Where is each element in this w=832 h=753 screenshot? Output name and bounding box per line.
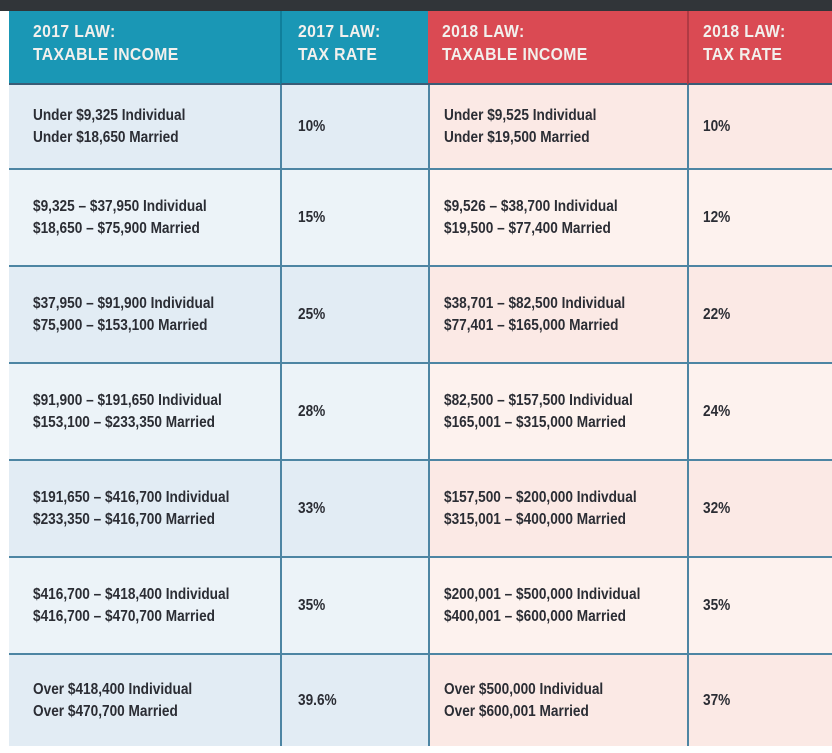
tax-rate-value: 15% bbox=[298, 208, 326, 226]
tax-rate-value: 37% bbox=[703, 691, 731, 709]
income-line-married: $165,001 – $315,000 Married bbox=[444, 413, 627, 431]
cell-2017-tax-rate: 28% bbox=[280, 362, 428, 459]
header-2017-taxable-income: 2017 LAW: TAXABLE INCOME bbox=[9, 11, 280, 85]
header-law-label: 2018 LAW: bbox=[442, 21, 525, 41]
income-line-married: $233,350 – $416,700 Married bbox=[33, 510, 216, 528]
cell-2018-taxable-income: $38,701 – $82,500 Individual $77,401 – $… bbox=[428, 265, 687, 362]
income-line-individual: Over $500,000 Individual bbox=[444, 680, 604, 698]
income-line-married: $315,001 – $400,000 Married bbox=[444, 510, 627, 528]
cell-2017-taxable-income: $191,650 – $416,700 Individual $233,350 … bbox=[9, 459, 280, 556]
table-row: $416,700 – $418,400 Individual $416,700 … bbox=[9, 556, 832, 653]
tax-comparison-table: 2017 LAW: TAXABLE INCOME 2017 LAW: TAX R… bbox=[9, 11, 832, 746]
tax-rate-value: 10% bbox=[703, 117, 731, 135]
tax-rate-value: 39.6% bbox=[298, 691, 337, 709]
header-column-label: TAX RATE bbox=[298, 44, 378, 64]
cell-2018-tax-rate: 35% bbox=[687, 556, 832, 653]
tax-rate-value: 35% bbox=[298, 596, 326, 614]
header-2017-tax-rate: 2017 LAW: TAX RATE bbox=[280, 11, 428, 85]
header-column-label: TAXABLE INCOME bbox=[442, 44, 588, 64]
cell-2017-taxable-income: $37,950 – $91,900 Individual $75,900 – $… bbox=[9, 265, 280, 362]
cell-2017-tax-rate: 39.6% bbox=[280, 653, 428, 746]
income-line-individual: $416,700 – $418,400 Individual bbox=[33, 585, 230, 603]
table-row: Under $9,325 Individual Under $18,650 Ma… bbox=[9, 85, 832, 168]
cell-2017-taxable-income: $416,700 – $418,400 Individual $416,700 … bbox=[9, 556, 280, 653]
header-column-label: TAXABLE INCOME bbox=[33, 44, 179, 64]
income-line-individual: Over $418,400 Individual bbox=[33, 680, 193, 698]
cell-2017-taxable-income: $91,900 – $191,650 Individual $153,100 –… bbox=[9, 362, 280, 459]
table-row: $37,950 – $91,900 Individual $75,900 – $… bbox=[9, 265, 832, 362]
table-row: $9,325 – $37,950 Individual $18,650 – $7… bbox=[9, 168, 832, 265]
income-line-married: Under $19,500 Married bbox=[444, 128, 590, 146]
table-body: Under $9,325 Individual Under $18,650 Ma… bbox=[9, 85, 832, 746]
tax-rate-value: 10% bbox=[298, 117, 326, 135]
header-law-label: 2017 LAW: bbox=[33, 21, 116, 41]
tax-rate-value: 35% bbox=[703, 596, 731, 614]
income-line-individual: Under $9,525 Individual bbox=[444, 106, 597, 124]
tax-rate-value: 25% bbox=[298, 305, 326, 323]
income-line-individual: $191,650 – $416,700 Individual bbox=[33, 488, 230, 506]
top-black-bar bbox=[0, 0, 832, 11]
income-line-individual: $82,500 – $157,500 Individual bbox=[444, 391, 633, 409]
income-line-individual: $157,500 – $200,000 Indivdual bbox=[444, 488, 637, 506]
income-line-individual: $37,950 – $91,900 Individual bbox=[33, 294, 215, 312]
header-law-label: 2017 LAW: bbox=[298, 21, 381, 41]
income-line-individual: $9,526 – $38,700 Individual bbox=[444, 197, 618, 215]
cell-2017-tax-rate: 25% bbox=[280, 265, 428, 362]
tax-rate-value: 33% bbox=[298, 499, 326, 517]
header-2018-taxable-income: 2018 LAW: TAXABLE INCOME bbox=[428, 11, 687, 85]
income-line-married: $416,700 – $470,700 Married bbox=[33, 607, 216, 625]
cell-2018-taxable-income: Under $9,525 Individual Under $19,500 Ma… bbox=[428, 85, 687, 168]
header-column-label: TAX RATE bbox=[703, 44, 783, 64]
cell-2017-tax-rate: 35% bbox=[280, 556, 428, 653]
income-line-individual: $9,325 – $37,950 Individual bbox=[33, 197, 207, 215]
cell-2018-tax-rate: 24% bbox=[687, 362, 832, 459]
income-line-married: $153,100 – $233,350 Married bbox=[33, 413, 216, 431]
income-line-individual: $91,900 – $191,650 Individual bbox=[33, 391, 222, 409]
cell-2018-taxable-income: $9,526 – $38,700 Individual $19,500 – $7… bbox=[428, 168, 687, 265]
tax-rate-value: 28% bbox=[298, 402, 326, 420]
cell-2018-taxable-income: $157,500 – $200,000 Indivdual $315,001 –… bbox=[428, 459, 687, 556]
income-line-married: Over $470,700 Married bbox=[33, 702, 178, 720]
cell-2017-taxable-income: $9,325 – $37,950 Individual $18,650 – $7… bbox=[9, 168, 280, 265]
header-law-label: 2018 LAW: bbox=[703, 21, 786, 41]
table-header-row: 2017 LAW: TAXABLE INCOME 2017 LAW: TAX R… bbox=[9, 11, 832, 85]
cell-2017-tax-rate: 33% bbox=[280, 459, 428, 556]
cell-2018-tax-rate: 12% bbox=[687, 168, 832, 265]
cell-2017-tax-rate: 10% bbox=[280, 85, 428, 168]
income-line-married: $18,650 – $75,900 Married bbox=[33, 219, 200, 237]
income-line-married: Over $600,001 Married bbox=[444, 702, 589, 720]
cell-2018-tax-rate: 10% bbox=[687, 85, 832, 168]
cell-2017-tax-rate: 15% bbox=[280, 168, 428, 265]
income-line-individual: $38,701 – $82,500 Individual bbox=[444, 294, 626, 312]
table-row: $191,650 – $416,700 Individual $233,350 … bbox=[9, 459, 832, 556]
cell-2017-taxable-income: Under $9,325 Individual Under $18,650 Ma… bbox=[9, 85, 280, 168]
table-row: Over $418,400 Individual Over $470,700 M… bbox=[9, 653, 832, 746]
income-line-married: $75,900 – $153,100 Married bbox=[33, 316, 208, 334]
income-line-married: Under $18,650 Married bbox=[33, 128, 179, 146]
tax-rate-value: 24% bbox=[703, 402, 731, 420]
income-line-individual: Under $9,325 Individual bbox=[33, 106, 186, 124]
cell-2018-taxable-income: $200,001 – $500,000 Individual $400,001 … bbox=[428, 556, 687, 653]
table-row: $91,900 – $191,650 Individual $153,100 –… bbox=[9, 362, 832, 459]
income-line-married: $400,001 – $600,000 Married bbox=[444, 607, 627, 625]
header-2018-tax-rate: 2018 LAW: TAX RATE bbox=[687, 11, 832, 85]
cell-2017-taxable-income: Over $418,400 Individual Over $470,700 M… bbox=[9, 653, 280, 746]
income-line-married: $19,500 – $77,400 Married bbox=[444, 219, 611, 237]
tax-rate-value: 22% bbox=[703, 305, 731, 323]
income-line-individual: $200,001 – $500,000 Individual bbox=[444, 585, 641, 603]
income-line-married: $77,401 – $165,000 Married bbox=[444, 316, 619, 334]
tax-rate-value: 32% bbox=[703, 499, 731, 517]
cell-2018-taxable-income: Over $500,000 Individual Over $600,001 M… bbox=[428, 653, 687, 746]
cell-2018-tax-rate: 22% bbox=[687, 265, 832, 362]
tax-rate-value: 12% bbox=[703, 208, 731, 226]
cell-2018-tax-rate: 32% bbox=[687, 459, 832, 556]
cell-2018-taxable-income: $82,500 – $157,500 Individual $165,001 –… bbox=[428, 362, 687, 459]
cell-2018-tax-rate: 37% bbox=[687, 653, 832, 746]
